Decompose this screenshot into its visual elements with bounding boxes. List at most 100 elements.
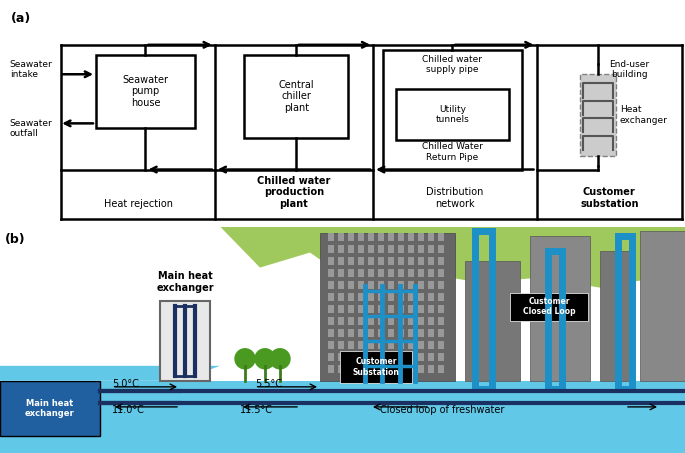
Text: 11.0°C: 11.0°C — [112, 405, 145, 415]
Text: Customer
substation: Customer substation — [580, 187, 638, 209]
Bar — [398, 329, 404, 337]
Bar — [245, 55, 349, 138]
Bar — [640, 231, 685, 381]
Bar — [428, 269, 434, 277]
Bar — [388, 256, 394, 265]
Bar — [408, 305, 414, 313]
Bar — [338, 341, 344, 349]
Text: Distribution
network: Distribution network — [426, 187, 484, 209]
Bar — [408, 269, 414, 277]
Bar — [320, 232, 455, 381]
Bar — [418, 280, 424, 289]
Text: 5.5°C: 5.5°C — [255, 379, 282, 389]
Bar — [358, 305, 364, 313]
Bar — [338, 269, 344, 277]
Bar — [368, 280, 374, 289]
Bar — [368, 269, 374, 277]
Text: 5.0°C: 5.0°C — [112, 379, 139, 389]
Bar — [358, 329, 364, 337]
Text: Closed loop of freshwater: Closed loop of freshwater — [380, 405, 504, 415]
Bar — [428, 256, 434, 265]
Text: Main heat
exchanger: Main heat exchanger — [156, 271, 214, 293]
Bar — [328, 329, 334, 337]
Bar — [328, 317, 334, 325]
Bar — [398, 353, 404, 361]
Bar — [368, 365, 374, 373]
Bar — [388, 341, 394, 349]
Bar — [398, 245, 404, 253]
Bar — [408, 245, 414, 253]
Bar — [338, 353, 344, 361]
Bar — [368, 341, 374, 349]
Bar — [378, 293, 384, 301]
Bar — [368, 353, 374, 361]
Bar — [418, 305, 424, 313]
Bar — [368, 256, 374, 265]
Bar — [358, 365, 364, 373]
Text: (a): (a) — [11, 12, 31, 25]
Bar — [378, 232, 384, 241]
Bar — [328, 365, 334, 373]
Bar — [408, 280, 414, 289]
Bar — [388, 365, 394, 373]
Bar — [418, 365, 424, 373]
Bar — [348, 365, 354, 373]
Bar — [96, 55, 195, 128]
Bar — [338, 232, 344, 241]
Bar — [338, 280, 344, 289]
Bar — [348, 353, 354, 361]
Bar — [338, 329, 344, 337]
Bar — [358, 269, 364, 277]
Bar — [358, 245, 364, 253]
Bar — [338, 245, 344, 253]
Bar — [358, 341, 364, 349]
Bar — [338, 305, 344, 313]
Text: Heat rejection: Heat rejection — [103, 199, 173, 209]
Bar — [438, 232, 444, 241]
Bar — [438, 269, 444, 277]
Bar — [530, 236, 590, 381]
Bar — [408, 341, 414, 349]
Bar — [398, 256, 404, 265]
Bar — [378, 256, 384, 265]
Bar — [340, 351, 412, 383]
Circle shape — [270, 349, 290, 369]
Bar — [368, 317, 374, 325]
Bar — [418, 245, 424, 253]
Bar — [378, 329, 384, 337]
Bar — [378, 269, 384, 277]
Bar — [418, 269, 424, 277]
Text: Utility
tunnels: Utility tunnels — [436, 105, 469, 124]
Bar — [358, 280, 364, 289]
Bar — [328, 341, 334, 349]
Text: Chilled water
supply pipe: Chilled water supply pipe — [423, 55, 482, 74]
Bar — [378, 317, 384, 325]
Bar — [383, 50, 522, 169]
Bar — [0, 381, 100, 436]
Bar — [398, 280, 404, 289]
Bar — [418, 256, 424, 265]
Bar — [438, 256, 444, 265]
Bar — [328, 232, 334, 241]
Bar — [438, 317, 444, 325]
Text: Customer
Substation: Customer Substation — [353, 357, 399, 376]
Bar — [418, 329, 424, 337]
Bar — [338, 317, 344, 325]
Bar — [348, 293, 354, 301]
Bar — [398, 269, 404, 277]
Bar — [438, 341, 444, 349]
Bar — [368, 232, 374, 241]
Bar — [348, 329, 354, 337]
Bar — [378, 245, 384, 253]
Circle shape — [255, 349, 275, 369]
Text: Seawater
intake: Seawater intake — [10, 60, 53, 79]
Bar — [160, 301, 210, 381]
Bar — [358, 353, 364, 361]
Bar — [388, 293, 394, 301]
Bar — [408, 329, 414, 337]
Bar — [396, 89, 509, 140]
Bar — [408, 256, 414, 265]
Bar — [418, 293, 424, 301]
Bar — [358, 256, 364, 265]
Bar — [348, 256, 354, 265]
